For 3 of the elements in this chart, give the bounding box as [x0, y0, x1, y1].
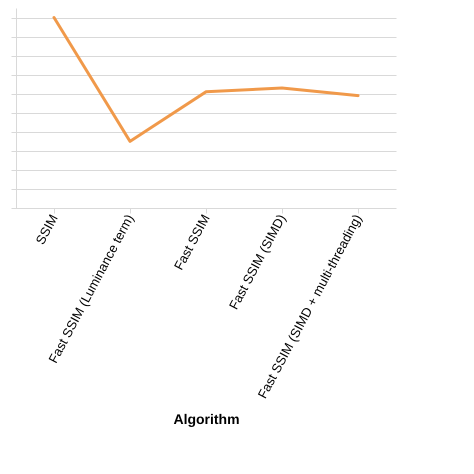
x-axis-title: Algorithm — [173, 410, 240, 427]
x-tick-label: Fast SSIM — [170, 212, 213, 272]
x-tick-label: SSIM — [32, 212, 61, 247]
